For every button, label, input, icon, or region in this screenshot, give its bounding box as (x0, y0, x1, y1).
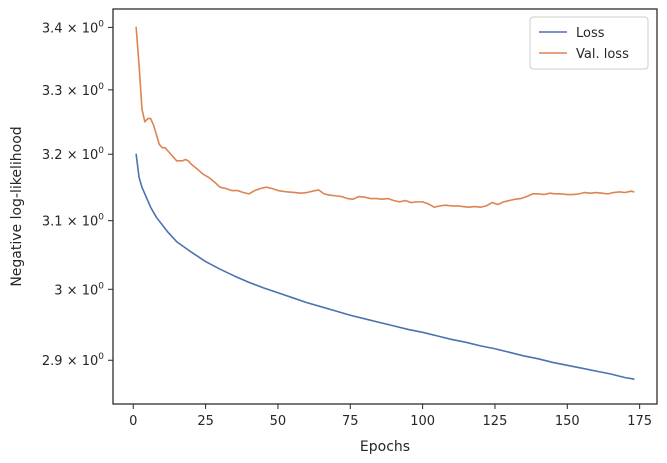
x-tick-label: 25 (197, 414, 214, 429)
y-tick-label: 3 × 100 (54, 281, 104, 298)
y-axis: 2.9 × 100 3 × 100 3.1 × 100 3.2 × 100 3.3 × … (42, 19, 113, 369)
y-tick-label: 3.4 × 100 (42, 19, 104, 36)
plot-lines (135, 26, 635, 380)
series-line-1 (135, 153, 635, 380)
x-tick-label: 50 (270, 414, 287, 429)
x-tick-label: 175 (627, 414, 652, 429)
x-tick-label: 125 (483, 414, 508, 429)
x-axis-label: Epochs (360, 439, 410, 455)
x-axis: 0 25 50 75 100 125 150 175 (129, 404, 652, 429)
y-tick-label: 3.1 × 100 (42, 213, 104, 230)
series-line-2 (135, 26, 635, 209)
x-tick-label: 0 (129, 414, 137, 429)
y-tick-label: 3.2 × 100 (42, 146, 104, 163)
legend-label: Loss (576, 26, 605, 41)
legend: Loss Val. loss (529, 16, 649, 70)
plot-frame (112, 8, 658, 405)
legend-frame (529, 16, 649, 70)
x-tick-label: 150 (555, 414, 580, 429)
legend-label: Val. loss (576, 47, 629, 62)
y-tick-label: 3.3 × 100 (42, 82, 104, 99)
y-axis-label: Negative log-likelihood (9, 126, 25, 286)
y-tick-label: 2.9 × 100 (42, 352, 104, 369)
x-tick-label: 100 (410, 414, 435, 429)
x-tick-label: 75 (342, 414, 359, 429)
